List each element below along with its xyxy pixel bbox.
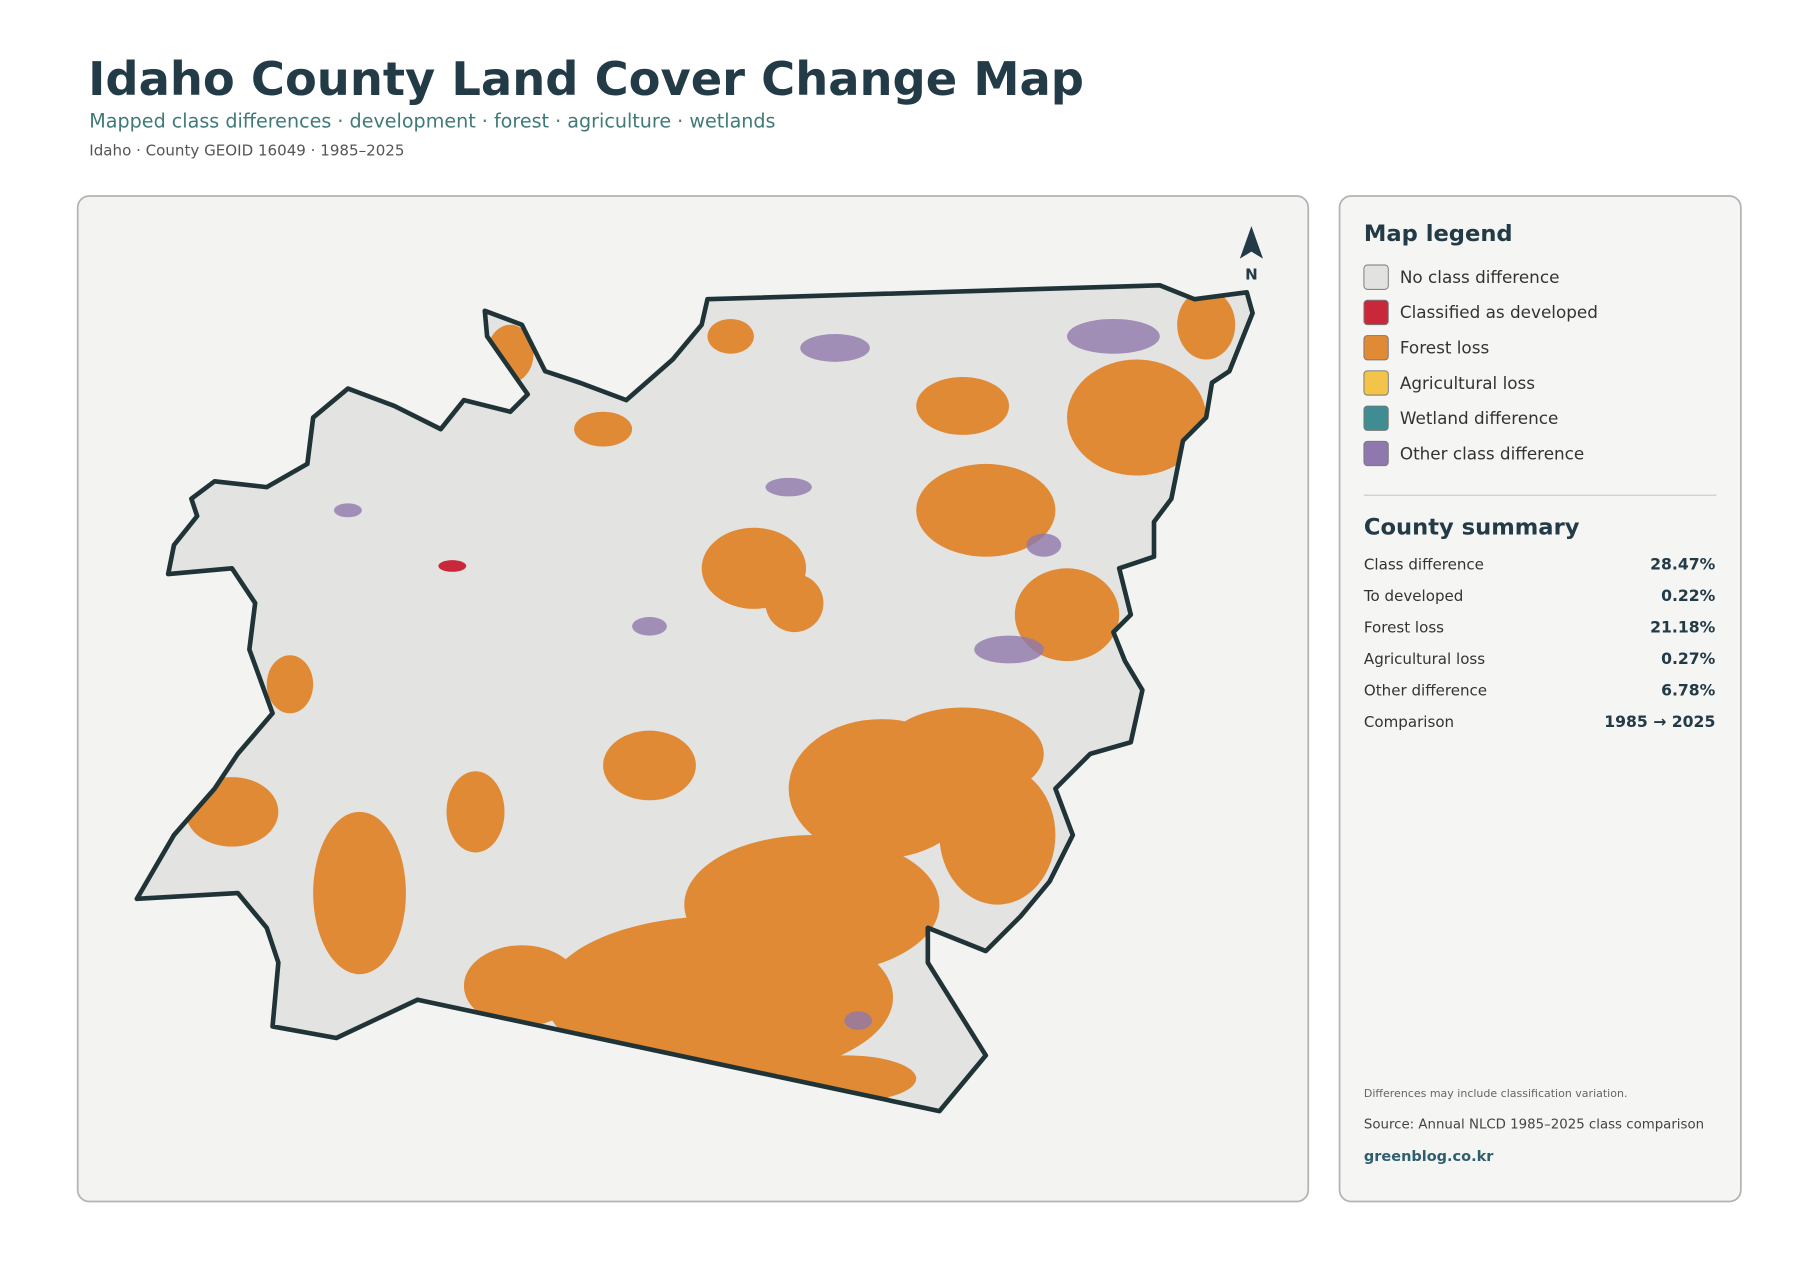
north-label: N: [1245, 266, 1258, 284]
legend-label: Wetland difference: [1400, 408, 1558, 428]
side-panel: [1338, 195, 1742, 1203]
summary-value: 0.22%: [1661, 586, 1716, 605]
summary-label: Forest loss: [1364, 619, 1444, 637]
legend-label: No class difference: [1400, 267, 1560, 287]
summary-label: Agricultural loss: [1364, 650, 1485, 668]
legend-title: Map legend: [1364, 221, 1513, 247]
legend-swatch: [1363, 299, 1389, 326]
title: Idaho County Land Cover Change Map: [88, 52, 1084, 106]
legend-swatch: [1363, 370, 1389, 396]
legend: No class difference Classified as develop…: [1363, 264, 1598, 467]
summary-label: Comparison: [1364, 713, 1454, 731]
legend-label: Agricultural loss: [1400, 373, 1535, 393]
county-fill: [136, 285, 1253, 1112]
summary-value: 28.47%: [1650, 554, 1715, 573]
summary-value: 6.78%: [1661, 681, 1716, 700]
legend-label: Other class difference: [1400, 443, 1584, 463]
north-arrow: [1239, 226, 1264, 259]
legend-swatch: [1363, 405, 1389, 431]
site: greenblog.co.kr: [1364, 1149, 1494, 1165]
meta: Idaho · County GEOID 16049 · 1985–2025: [89, 141, 404, 159]
legend-label: Forest loss: [1400, 338, 1489, 358]
subtitle: Mapped class differences · development ·…: [89, 110, 775, 133]
footnote: Differences may include classification v…: [1364, 1087, 1628, 1100]
source: Source: Annual NLCD 1985–2025 class comp…: [1364, 1117, 1704, 1132]
summary-label: Class difference: [1364, 555, 1484, 573]
summary-title: County summary: [1364, 515, 1580, 541]
summary-value: 1985 → 2025: [1604, 712, 1715, 731]
legend-swatch: [1363, 335, 1389, 361]
legend-swatch: [1363, 264, 1389, 290]
summary-value: 0.27%: [1661, 649, 1716, 668]
summary-value: 21.18%: [1650, 618, 1715, 637]
legend-label: Classified as developed: [1400, 302, 1598, 322]
legend-swatch: [1363, 440, 1389, 467]
summary-label: To developed: [1363, 587, 1463, 605]
summary: Class difference 28.47% To developed 0.22% F…: [1363, 554, 1716, 731]
summary-label: Other difference: [1364, 682, 1487, 700]
